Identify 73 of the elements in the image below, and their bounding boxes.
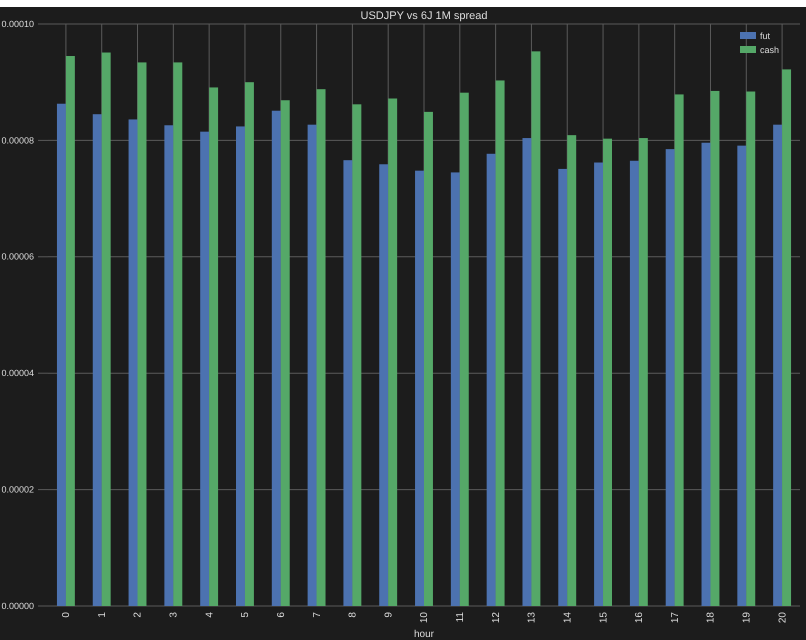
bar: [92, 114, 102, 606]
x-tick-label: 3: [168, 612, 180, 618]
bar: [630, 160, 639, 606]
bar: [388, 98, 398, 606]
x-tick-label: 14: [562, 612, 574, 624]
x-tick-label: 20: [777, 612, 788, 624]
x-tick-label: 0: [61, 612, 72, 618]
x-tick-label: 10: [419, 612, 430, 624]
bar: [737, 146, 746, 606]
bar: [782, 69, 792, 606]
bar: [102, 52, 111, 606]
bar: [558, 168, 568, 606]
bar: [746, 92, 756, 606]
bar: [308, 124, 317, 606]
legend-label: fut: [760, 30, 771, 41]
bar: [236, 126, 245, 606]
bar: [352, 104, 362, 606]
bar: [666, 149, 675, 606]
bar: [603, 138, 612, 606]
bar: [415, 170, 424, 606]
x-tick-label: 6: [276, 612, 287, 618]
bar: [450, 172, 460, 606]
bar: [56, 104, 66, 606]
bar: [173, 62, 182, 606]
x-tick-label: 19: [741, 612, 752, 624]
bar: [209, 87, 218, 606]
x-tick-label: 16: [634, 612, 646, 624]
bar: [66, 56, 75, 606]
x-tick-label: 8: [348, 612, 359, 618]
bar: [200, 132, 210, 606]
x-tick-label: 18: [706, 612, 717, 624]
x-tick-label: 15: [598, 612, 610, 624]
bar: [316, 89, 326, 606]
bar: [379, 164, 388, 606]
x-tick-label: 13: [526, 612, 538, 624]
bar: [460, 92, 469, 606]
x-tick-label: 2: [132, 612, 144, 618]
bar: [496, 80, 505, 606]
chart-title: USDJPY vs 6J 1M spread: [360, 10, 488, 22]
bar: [674, 94, 684, 606]
bar: [522, 138, 532, 606]
x-tick-label: 17: [670, 612, 681, 624]
bar: [594, 162, 604, 606]
bar: [272, 110, 281, 606]
bar: [710, 90, 720, 606]
x-tick-label: 9: [383, 612, 394, 618]
y-tick-label: 0.00008: [1, 135, 34, 146]
bar: [702, 142, 710, 606]
y-tick-label: 0.00010: [1, 18, 34, 29]
bar: [138, 62, 146, 606]
y-tick-label: 0.00004: [1, 368, 34, 378]
x-tick-label: 5: [240, 612, 252, 618]
y-tick-label: 0.00006: [1, 252, 34, 262]
bar: [531, 51, 540, 606]
bar: [486, 154, 496, 606]
bar: [128, 119, 138, 606]
y-tick-label: 0.00002: [1, 484, 34, 494]
x-tick-label: 11: [455, 612, 466, 622]
x-tick-label: 12: [490, 612, 502, 624]
bar: [773, 124, 782, 606]
bar: [638, 138, 648, 606]
bar: [244, 82, 254, 606]
legend-label: cash: [760, 44, 780, 55]
bar: [280, 100, 290, 606]
x-tick-label: 1: [96, 612, 108, 618]
bar: [343, 160, 352, 606]
bar: [424, 112, 433, 606]
bar: [567, 135, 576, 606]
x-tick-label: 4: [204, 612, 216, 618]
y-tick-label: 0.00000: [1, 600, 34, 611]
x-axis-title: hour: [414, 629, 435, 640]
bar: [164, 125, 174, 606]
x-tick-label: 7: [312, 612, 323, 618]
